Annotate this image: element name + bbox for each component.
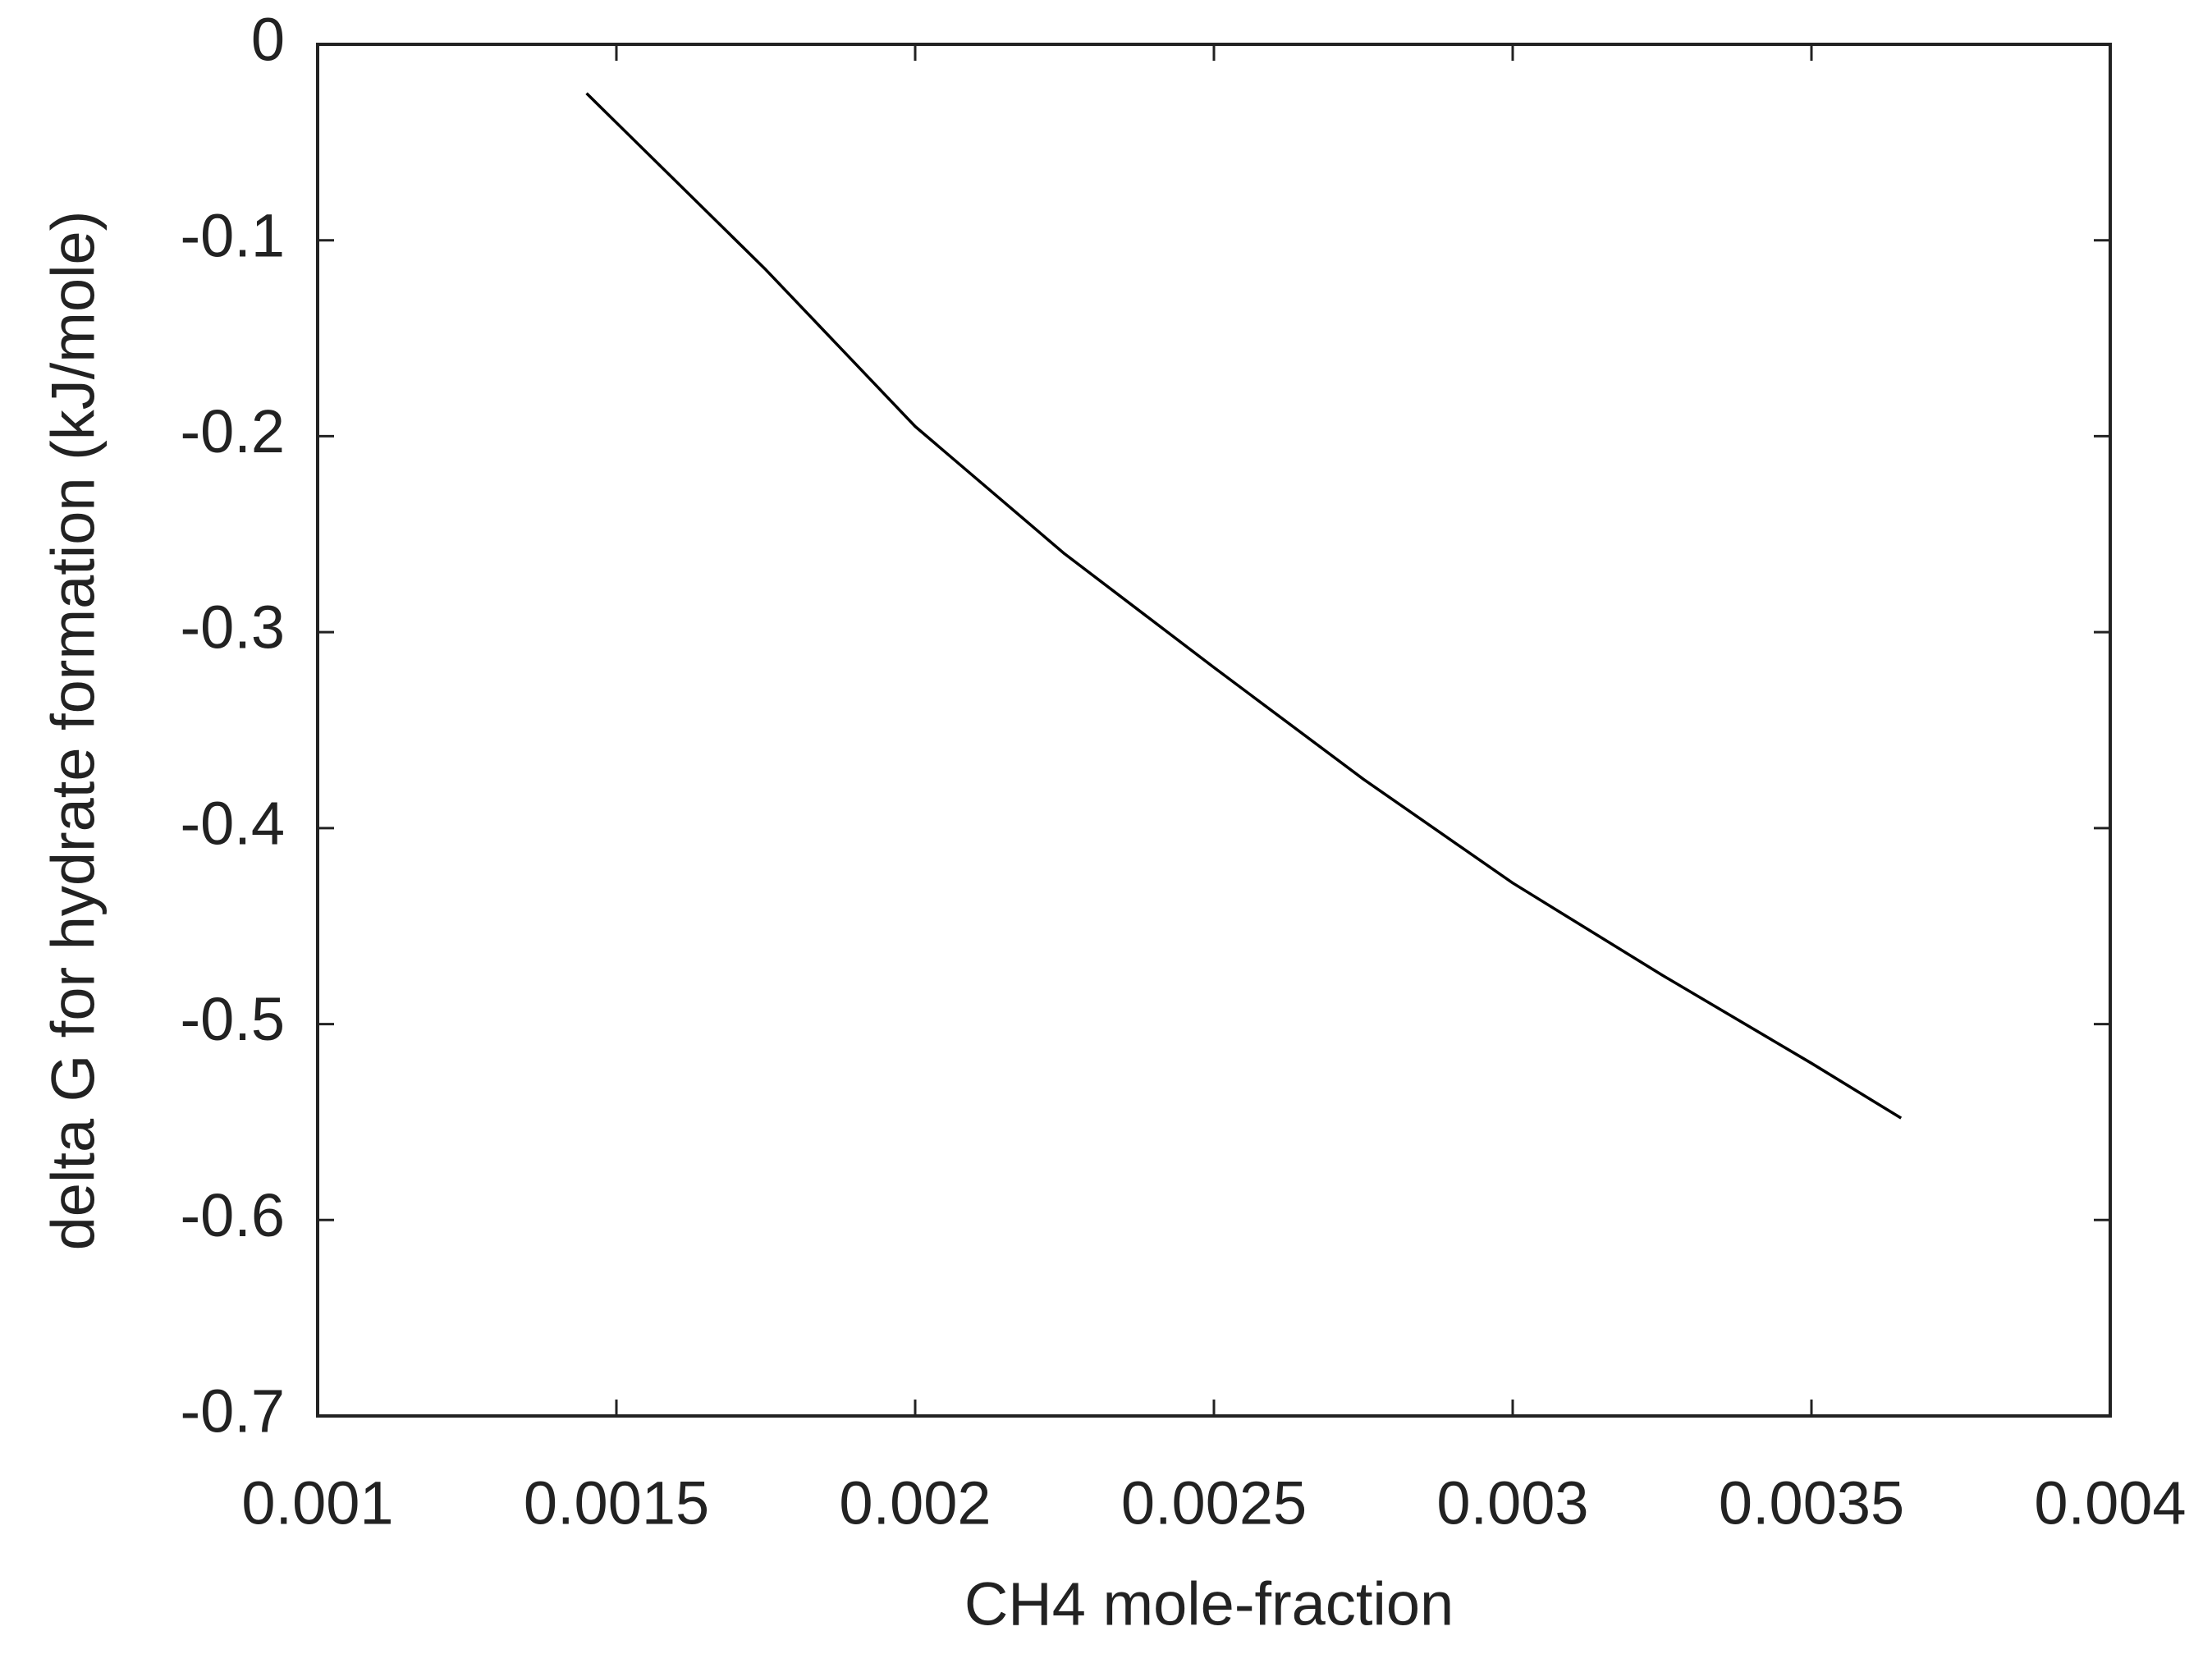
y-axis-label: delta G for hydrate formation (kJ/mole) [39, 211, 108, 1251]
y-tick-label: -0.7 [180, 1377, 285, 1446]
x-tick-label: 0.004 [2034, 1469, 2186, 1537]
y-tick-label: -0.2 [180, 397, 285, 465]
x-tick-label: 0.003 [1436, 1469, 1588, 1537]
plot-frame [316, 43, 2112, 1418]
y-tick-label: -0.1 [180, 201, 285, 269]
y-tick-label: -0.6 [180, 1181, 285, 1249]
x-axis-label: CH4 mole-fraction [964, 1570, 1454, 1638]
y-tick-label: -0.4 [180, 789, 285, 857]
y-tick-label: 0 [251, 6, 285, 74]
x-tick-label: 0.001 [241, 1469, 393, 1537]
y-tick-label: -0.3 [180, 593, 285, 662]
x-tick-label: 0.002 [839, 1469, 991, 1537]
x-tick-label: 0.0025 [1121, 1469, 1307, 1537]
y-tick-label: -0.5 [180, 985, 285, 1053]
x-tick-label: 0.0015 [524, 1469, 709, 1537]
x-tick-label: 0.0035 [1719, 1469, 1904, 1537]
data-line [585, 92, 1903, 1120]
